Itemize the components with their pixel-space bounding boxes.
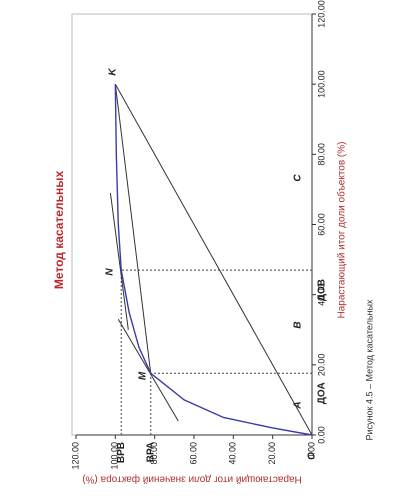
x-tick-label: 20.00 <box>316 354 326 377</box>
tangent-line <box>114 84 152 374</box>
reference-x-label: ДОВ <box>317 279 328 301</box>
tangent-line <box>114 83 313 436</box>
y-tick-label: 80.00 <box>149 442 159 465</box>
x-tick-label: 0.00 <box>316 426 326 444</box>
point-label: O <box>307 452 318 460</box>
y-axis-title: Нарастающий итог доли значений фактора (… <box>82 473 301 485</box>
point-label: M <box>138 371 149 380</box>
point-label: B <box>293 321 304 328</box>
point-label: C <box>293 174 304 182</box>
y-tick-label: 40.00 <box>228 442 238 465</box>
x-tick-label: 120.00 <box>316 0 326 28</box>
y-tick-label: 20.00 <box>267 442 277 465</box>
point-label: K <box>108 68 119 76</box>
x-tick-label: 80.00 <box>316 143 326 166</box>
tangent-line <box>117 318 179 422</box>
x-axis-title: Нарастающий итог доли объектов (%) <box>336 142 348 319</box>
point-label: A <box>293 401 304 409</box>
y-tick-label: 60.00 <box>188 442 198 465</box>
x-tick-label: 40.00 <box>316 283 326 306</box>
x-tick-label: 60.00 <box>316 213 326 236</box>
x-tick-label: 100.00 <box>316 70 326 98</box>
tangent-line <box>109 192 129 330</box>
y-tick-label: 0.00 <box>306 442 316 460</box>
plot-frame <box>71 13 313 436</box>
curve <box>114 84 313 436</box>
y-tick-label: 120.00 <box>70 442 80 470</box>
caption: Рисунок 4.5 – Метод касательных <box>364 299 374 440</box>
y-tick-label: 100.00 <box>110 442 120 470</box>
reference-y-label: ВРА <box>145 442 156 462</box>
point-label: N <box>105 268 116 276</box>
reference-y-label: ВРВ <box>116 442 127 463</box>
reference-x-label: ДОА <box>317 382 328 404</box>
chart-title: Метод касательных <box>52 171 66 290</box>
